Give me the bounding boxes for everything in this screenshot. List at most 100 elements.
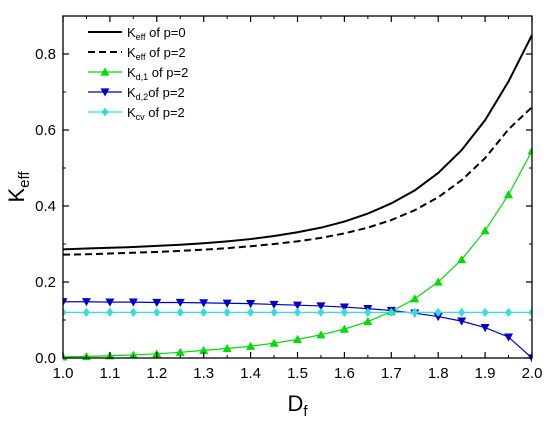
y-axis-title: Keff bbox=[4, 171, 33, 203]
x-tick-label: 1.4 bbox=[240, 365, 261, 382]
legend-marker bbox=[101, 107, 109, 117]
data-point bbox=[175, 298, 185, 308]
series-line-2 bbox=[63, 150, 532, 358]
data-point bbox=[175, 347, 185, 356]
data-point bbox=[269, 338, 279, 347]
legend-label-sub: cv bbox=[136, 112, 146, 122]
x-tick-label: 2.0 bbox=[522, 365, 543, 382]
x-tick-label: 1.9 bbox=[475, 365, 496, 382]
legend-entry-1: Keff of p=2 bbox=[88, 45, 186, 62]
series-4 bbox=[63, 307, 532, 317]
data-point bbox=[293, 301, 302, 310]
x-tick-label: 1.1 bbox=[99, 365, 120, 382]
ticks-layer: 1.0 1.1 1.2 1.3 1.4 1.5 1.6 1.7 1.8 1.9 2.0 0.0 0.2 0… bbox=[35, 15, 543, 382]
data-point bbox=[293, 307, 302, 317]
data-point bbox=[200, 307, 208, 317]
data-point bbox=[317, 307, 325, 317]
legend-label-sub: eff bbox=[136, 52, 146, 62]
series-3 bbox=[63, 298, 532, 363]
data-point bbox=[246, 300, 256, 309]
y-tick-label: 0.2 bbox=[35, 274, 56, 291]
series-1 bbox=[63, 106, 532, 256]
legend-entry-2: Kd,1 of p=2 bbox=[88, 65, 188, 82]
legend-marker bbox=[100, 88, 110, 97]
data-point bbox=[106, 307, 114, 317]
data-point bbox=[81, 298, 91, 307]
x-tick-label: 1.5 bbox=[287, 365, 308, 382]
data-point bbox=[316, 302, 326, 311]
data-point bbox=[199, 299, 209, 308]
data-point bbox=[434, 307, 442, 317]
data-point bbox=[176, 307, 184, 317]
legend-label-tail: of p=0 bbox=[146, 25, 186, 40]
legend-label-main: K bbox=[127, 25, 136, 40]
x-axis-title: Df bbox=[287, 391, 308, 420]
series-line-0 bbox=[63, 34, 532, 251]
legend-entry-0: Keff of p=0 bbox=[88, 25, 186, 42]
data-point bbox=[411, 307, 419, 317]
series-layer bbox=[63, 34, 532, 363]
y-axis-title-main: K bbox=[4, 188, 29, 203]
data-point bbox=[63, 298, 68, 307]
x-axis-title-sub: f bbox=[303, 403, 308, 420]
data-point bbox=[222, 344, 232, 353]
y-tick-label: 0.4 bbox=[35, 198, 56, 215]
series-line-1 bbox=[63, 106, 532, 256]
data-point bbox=[504, 333, 514, 342]
data-point bbox=[387, 307, 395, 317]
x-tick-label: 1.2 bbox=[146, 365, 167, 382]
data-point bbox=[527, 354, 532, 363]
data-point bbox=[433, 277, 443, 286]
x-tick-label: 1.8 bbox=[428, 365, 449, 382]
data-point bbox=[153, 307, 161, 317]
legend-entry-4: Kcv of p=2 bbox=[88, 105, 185, 122]
y-tick-label: 0.8 bbox=[35, 46, 56, 63]
data-point bbox=[246, 341, 256, 350]
legend-label: Kd,2of p=2 bbox=[127, 85, 185, 102]
legend-label-main: K bbox=[127, 45, 136, 60]
legend-label: Kcv of p=2 bbox=[127, 105, 185, 122]
y-tick-label: 0.6 bbox=[35, 122, 56, 139]
y-tick-label: 0.0 bbox=[35, 350, 56, 367]
legend-label-main: K bbox=[127, 85, 136, 100]
data-point bbox=[480, 324, 490, 333]
data-point bbox=[504, 307, 513, 317]
data-point bbox=[316, 330, 326, 339]
data-point bbox=[363, 317, 373, 326]
data-point bbox=[82, 307, 91, 317]
data-point bbox=[481, 307, 489, 317]
data-point bbox=[128, 350, 138, 359]
y-axis-title-sub: eff bbox=[16, 171, 33, 188]
data-point bbox=[152, 298, 162, 308]
data-point bbox=[293, 334, 302, 343]
data-point bbox=[480, 226, 490, 235]
legend-label-tail: of p=2 bbox=[148, 85, 185, 100]
legend-label-sub: d,1 bbox=[136, 72, 149, 82]
legend-label-tail: of p=2 bbox=[145, 105, 185, 120]
data-point bbox=[458, 307, 466, 317]
legend-label-main: K bbox=[127, 65, 136, 80]
legend-marker bbox=[100, 67, 110, 76]
x-tick-label: 1.0 bbox=[53, 365, 74, 382]
data-point bbox=[433, 312, 443, 322]
data-point bbox=[247, 307, 255, 317]
data-point bbox=[105, 298, 115, 307]
legend-label-sub: d,2 bbox=[136, 92, 149, 102]
data-point bbox=[269, 300, 279, 309]
legend-label-sub: eff bbox=[136, 32, 146, 42]
data-point bbox=[223, 307, 231, 317]
data-point bbox=[339, 303, 349, 312]
legend-label-tail: of p=2 bbox=[146, 45, 186, 60]
data-point bbox=[270, 307, 278, 317]
legend-label: Keff of p=2 bbox=[127, 45, 186, 62]
data-point bbox=[457, 255, 467, 264]
legend-entry-3: Kd,2of p=2 bbox=[88, 85, 185, 102]
data-point bbox=[410, 294, 420, 303]
legend-label-main: K bbox=[127, 105, 136, 120]
data-point bbox=[340, 307, 348, 317]
data-point bbox=[339, 324, 349, 333]
x-axis-title-main: D bbox=[287, 391, 303, 416]
data-point bbox=[457, 317, 467, 326]
x-tick-label: 1.3 bbox=[193, 365, 214, 382]
